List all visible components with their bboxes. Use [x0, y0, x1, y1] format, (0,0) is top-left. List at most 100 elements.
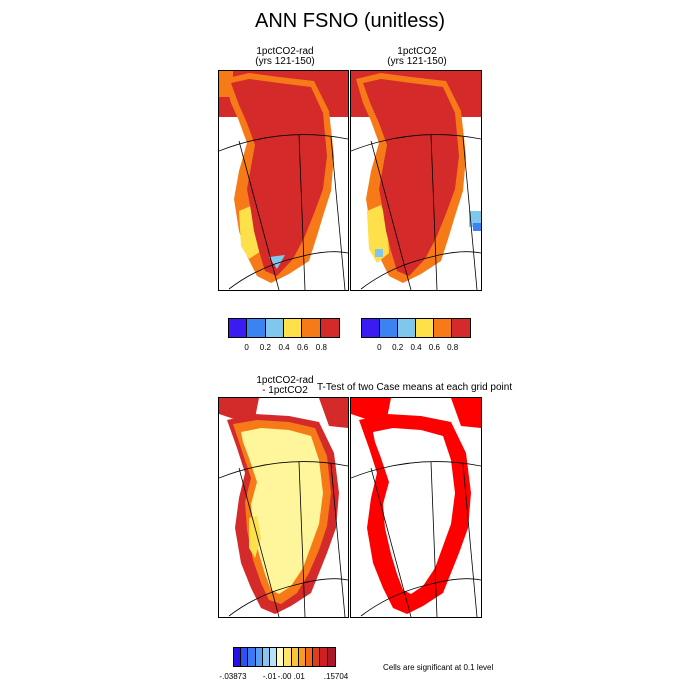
- latitude-line: [360, 578, 481, 617]
- colorbar-diff: [233, 647, 336, 667]
- diff-land-northwest: [219, 398, 259, 420]
- gridlines-diff: [219, 461, 348, 617]
- colorbar-ctrl-tick-label: 0.4: [410, 343, 422, 352]
- significant-cells-northeast: [451, 398, 481, 428]
- map-diff-svg: [219, 398, 348, 617]
- colorbar-diff-tick-label: -.03873: [219, 672, 247, 681]
- panel-2-title-line2: (yrs 121-150): [387, 56, 447, 67]
- colorbar-rad-swatch: [302, 319, 321, 337]
- map-rad-svg: [219, 71, 348, 290]
- latitude-line: [228, 578, 348, 617]
- ice-sheet-interior: [231, 79, 327, 276]
- panel-1-title: 1pctCO2-rad (yrs 121-150): [205, 47, 365, 67]
- margin-yellow-southwest: [367, 205, 389, 263]
- longitude-line: [238, 140, 280, 290]
- diff-margin-yellow: [249, 516, 261, 558]
- colorbar-rad-swatch: [229, 319, 248, 337]
- colorbar-diff-swatch: [248, 648, 256, 666]
- colorbar-diff-swatch: [306, 648, 314, 666]
- longitude-line: [370, 467, 412, 617]
- map-ttest-svg: [351, 398, 481, 617]
- colorbar-ctrl-swatch: [415, 319, 434, 337]
- longitude-line: [330, 136, 346, 290]
- colorbar-diff-swatch: [262, 648, 271, 666]
- colorbar-diff-swatch: [234, 648, 242, 666]
- map-panel-ttest: [350, 397, 482, 618]
- panel-3-title-line1: 1pctCO2-rad: [256, 375, 314, 386]
- colorbar-ctrl: [361, 318, 471, 338]
- colorbar-ctrl-swatch: [397, 319, 416, 337]
- figure-title: ANN FSNO (unitless): [254, 10, 446, 32]
- longitude-line: [370, 140, 412, 290]
- longitude-line: [462, 136, 478, 290]
- colorbar-rad-tick-label: 0.6: [297, 343, 309, 352]
- panel-4-title: T-Test of two Case means at each grid po…: [317, 382, 513, 393]
- panel-2-title: 1pctCO2 (yrs 121-150): [337, 47, 497, 67]
- longitude-line: [238, 467, 280, 617]
- colorbar-diff-swatch: [277, 648, 285, 666]
- colorbar-ctrl-tick-label: 0: [377, 343, 382, 352]
- colorbar-diff-swatch: [320, 648, 328, 666]
- colorbar-diff-ticks: -.03873 -.01 -.00.01 .15704: [219, 672, 348, 682]
- colorbar-ctrl-tick-label: 0.6: [428, 343, 440, 352]
- colorbar-ctrl-tick-label: 0.8: [447, 343, 459, 352]
- colorbar-rad-swatch: [247, 319, 266, 337]
- gridlines-ttest: [351, 461, 481, 617]
- colorbar-rad-ticks: 0 0.2 0.4 0.6 0.8: [228, 343, 340, 353]
- colorbar-diff-swatch: [255, 648, 263, 666]
- colorbar-diff-swatch: [298, 648, 307, 666]
- significant-cells-northwest: [351, 398, 391, 420]
- latitude-line: [219, 134, 348, 152]
- latitude-line: [219, 461, 348, 479]
- colorbar-diff-tick-label: -.00: [277, 672, 292, 681]
- colorbar-diff-swatch: [241, 648, 249, 666]
- colorbar-rad-swatch: [265, 319, 284, 337]
- colorbar-ctrl-ticks: 0 0.2 0.4 0.6 0.8: [361, 343, 471, 353]
- low-snow-southwest: [375, 249, 383, 257]
- colorbar-diff-swatch: [291, 648, 299, 666]
- latitude-line: [228, 251, 348, 290]
- colorbar-rad-swatch: [320, 319, 339, 337]
- map-panel-diff: [218, 397, 349, 618]
- colorbar-diff-swatch: [284, 648, 292, 666]
- colorbar-diff-swatch: [327, 648, 335, 666]
- colorbar-rad-swatch: [283, 319, 303, 337]
- diff-land-northeast: [319, 398, 348, 428]
- colorbar-rad-tick-label: 0: [244, 343, 249, 352]
- low-snow-southwest: [269, 255, 285, 269]
- map-panel-rad: [218, 70, 349, 291]
- longitude-line: [298, 134, 306, 290]
- map-ctrl-svg: [351, 71, 481, 290]
- colorbar-rad-tick-label: 0.2: [259, 343, 271, 352]
- colorbar-ctrl-swatch: [433, 319, 452, 337]
- gridlines-ctrl: [351, 134, 481, 290]
- longitude-line: [298, 461, 306, 617]
- panel-3-title-line2: - 1pctCO2: [262, 385, 308, 396]
- lower-snow-east: [473, 223, 481, 231]
- colorbar-rad-tick-label: 0.8: [315, 343, 327, 352]
- latitude-line: [351, 134, 481, 152]
- colorbar-rad: [228, 318, 340, 338]
- significance-note: Cells are significant at 0.1 level: [383, 663, 494, 672]
- colorbar-diff-tick-label: .01: [293, 672, 305, 681]
- latitude-line: [360, 251, 481, 290]
- colorbar-diff-swatch: [313, 648, 321, 666]
- colorbar-ctrl-swatch: [451, 319, 470, 337]
- colorbar-ctrl-swatch: [379, 319, 398, 337]
- colorbar-ctrl-swatch: [362, 319, 380, 337]
- map-panel-ctrl: [350, 70, 482, 291]
- colorbar-diff-swatch: [270, 648, 278, 666]
- colorbar-diff-tick-label: .15704: [323, 672, 349, 681]
- colorbar-rad-tick-label: 0.4: [278, 343, 290, 352]
- ice-sheet-interior: [363, 79, 459, 276]
- gridlines-rad: [219, 134, 348, 290]
- colorbar-ctrl-tick-label: 0.2: [392, 343, 404, 352]
- colorbar-diff-tick-label: -.01: [262, 672, 277, 681]
- panel-3-title: 1pctCO2-rad - 1pctCO2: [205, 376, 365, 396]
- longitude-line: [330, 463, 346, 617]
- latitude-line: [351, 461, 481, 479]
- longitude-line: [462, 463, 478, 617]
- panel-2-title-line1: 1pctCO2: [397, 46, 437, 57]
- longitude-line: [430, 461, 438, 617]
- longitude-line: [430, 134, 438, 290]
